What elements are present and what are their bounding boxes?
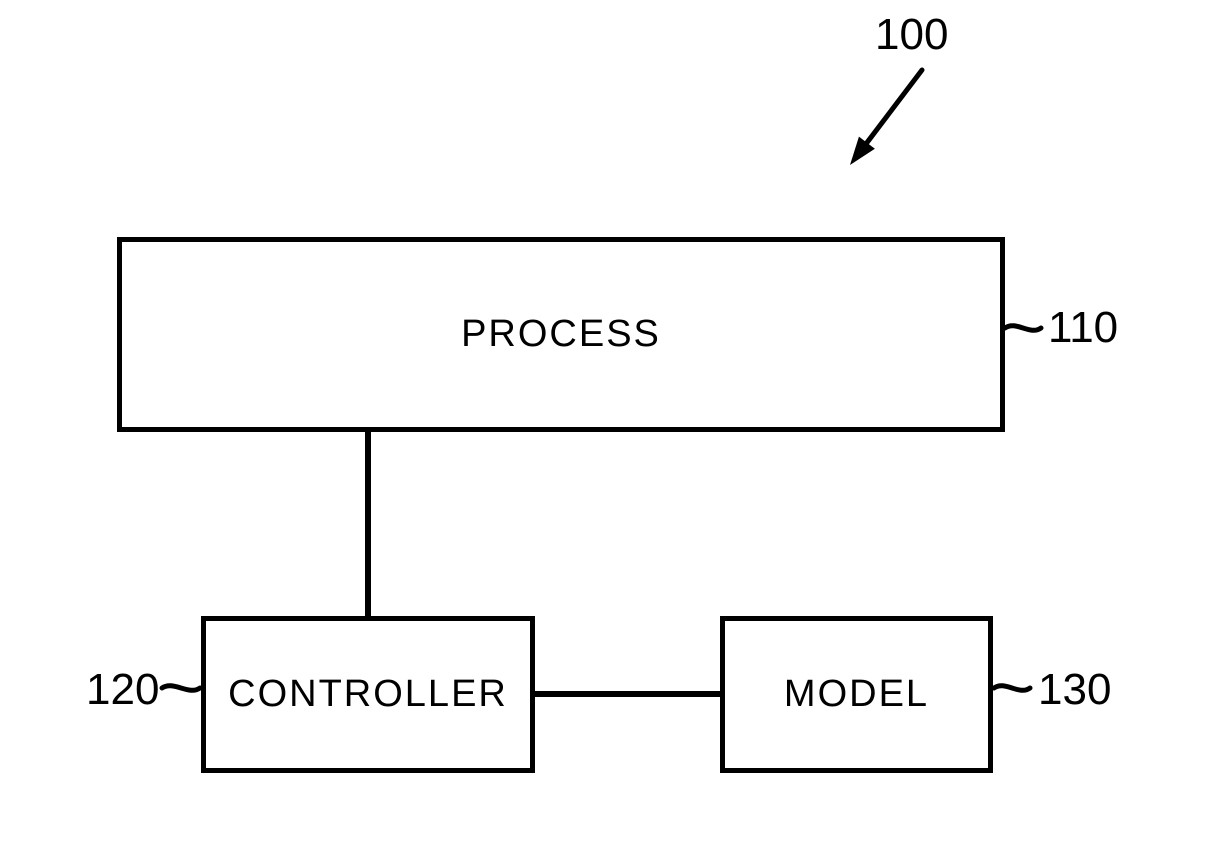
diagram-canvas: PROCESS CONTROLLER MODEL 100 110 120 130 bbox=[0, 0, 1229, 849]
controller-box: CONTROLLER bbox=[201, 616, 535, 773]
connector-controller-model bbox=[535, 691, 720, 697]
leader-110 bbox=[995, 313, 1051, 343]
process-box: PROCESS bbox=[117, 237, 1005, 432]
ref-label-110: 110 bbox=[1048, 303, 1118, 353]
ref-label-130: 130 bbox=[1038, 665, 1111, 715]
leader-130 bbox=[984, 673, 1040, 703]
ref-label-120: 120 bbox=[86, 665, 159, 715]
ref-arrow-100 bbox=[820, 40, 952, 195]
model-box: MODEL bbox=[720, 616, 993, 773]
process-label: PROCESS bbox=[461, 313, 661, 356]
model-label: MODEL bbox=[784, 673, 929, 716]
controller-label: CONTROLLER bbox=[228, 673, 508, 716]
leader-120 bbox=[152, 673, 210, 703]
connector-process-controller bbox=[365, 432, 371, 616]
